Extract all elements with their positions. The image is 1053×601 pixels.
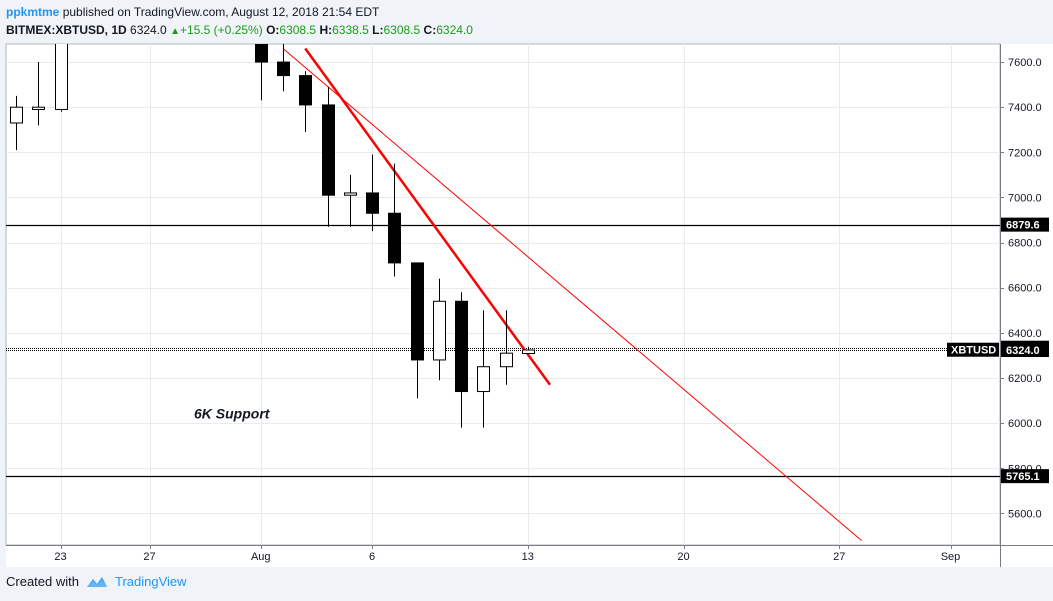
price-tick-label: 6800.0: [1008, 238, 1042, 250]
symbol-tag: XBTUSD: [951, 345, 996, 357]
author-link[interactable]: ppkmtme: [6, 5, 60, 19]
candle: [10, 95, 23, 151]
price-change: +15.5 (+0.25%): [179, 23, 263, 37]
hline-price-label-bg: [1001, 217, 1049, 232]
hline-price-label: 6879.6: [1006, 220, 1040, 232]
hline-price-label: 5765.1: [1006, 471, 1040, 483]
time-axis-bg: [6, 545, 1053, 567]
symbol-label: BITMEX:XBTUSD, 1D: [6, 23, 127, 37]
candle: [277, 44, 290, 92]
hline-price-label-bg: [1001, 469, 1049, 484]
candle-body: [10, 106, 23, 124]
time-tick-label: Sep: [941, 551, 961, 563]
candle-body: [433, 300, 446, 361]
footer: Created with TradingView: [6, 574, 187, 589]
created-with-label: Created with: [6, 574, 79, 589]
candle: [500, 310, 513, 385]
plot-area: [5, 43, 1001, 546]
candle-body: [388, 212, 401, 264]
publish-info: published on TradingView.com, August 12,…: [62, 5, 380, 19]
candle: [411, 262, 424, 399]
candle: [522, 346, 535, 355]
price-tick-label: 6200.0: [1008, 373, 1042, 385]
last-price: 6324.0: [130, 23, 167, 37]
candle: [477, 310, 490, 428]
candle: [255, 44, 268, 101]
candle-body: [277, 61, 290, 77]
time-tick-label: 13: [522, 551, 534, 563]
price-axis-bg: [1000, 44, 1053, 545]
time-tick-label: 23: [54, 551, 66, 563]
candle: [344, 174, 357, 227]
symbol-tag-bg: [947, 342, 999, 357]
candle: [366, 154, 379, 232]
trend-line-thick: [304, 47, 552, 386]
last-price-label-bg: [1001, 343, 1049, 358]
publish-line: ppkmtme published on TradingView.com, Au…: [6, 3, 473, 21]
price-tick-label: 6000.0: [1008, 418, 1042, 430]
price-tick-label: 6400.0: [1008, 328, 1042, 340]
candle: [299, 71, 312, 133]
candle-body: [255, 44, 268, 63]
time-tick-label: Aug: [251, 551, 271, 563]
low-value: 6308.5: [383, 23, 421, 37]
price-tick-label: 5600.0: [1008, 508, 1042, 520]
last-price-label: 6324.0: [1006, 345, 1040, 357]
high-value: 6338.5: [332, 23, 369, 37]
price-tick-label: 7200.0: [1008, 147, 1042, 159]
tradingview-logo-icon: [86, 576, 107, 587]
low-label: L:: [372, 23, 384, 37]
trend-line-thin: [282, 48, 862, 541]
time-tick-label: 27: [833, 551, 845, 563]
price-tick-label: 7600.0: [1008, 57, 1042, 69]
candle: [55, 44, 68, 112]
open-value: 6308.5: [279, 23, 317, 37]
candle-body: [299, 75, 312, 106]
candle-body: [411, 262, 424, 361]
tradingview-link[interactable]: TradingView: [114, 574, 187, 589]
candle-body: [500, 352, 513, 368]
time-tick-label: 27: [143, 551, 155, 563]
candle-body: [55, 44, 68, 110]
ohlc-line: BITMEX:XBTUSD, 1D 6324.0 ▲+15.5 (+0.25%)…: [6, 21, 473, 41]
candle: [322, 86, 335, 227]
time-tick-label: 20: [677, 551, 689, 563]
chart-header: ppkmtme published on TradingView.com, Au…: [6, 3, 473, 41]
candle-body: [366, 192, 379, 214]
price-tick-label: 6600.0: [1008, 283, 1042, 295]
candle: [388, 163, 401, 277]
open-label: O:: [266, 23, 280, 37]
plot-content: 6K Support: [6, 44, 1000, 545]
candle-body: [322, 104, 335, 196]
candle: [433, 278, 446, 381]
candle-body: [522, 349, 535, 355]
up-triangle-icon: ▲: [170, 26, 180, 37]
close-label: C:: [423, 23, 437, 37]
support-annotation: 6K Support: [194, 406, 271, 422]
candle-body: [477, 366, 490, 393]
high-label: H:: [319, 23, 333, 37]
candle-body: [455, 300, 468, 393]
price-tick-label: 7400.0: [1008, 102, 1042, 114]
candle: [455, 292, 468, 428]
candle: [32, 62, 45, 126]
time-tick-label: 6: [369, 551, 375, 563]
candle-body: [344, 192, 357, 196]
candle-body: [32, 106, 45, 110]
price-tick-label: 7000.0: [1008, 192, 1042, 204]
close-value: 6324.0: [436, 23, 473, 37]
